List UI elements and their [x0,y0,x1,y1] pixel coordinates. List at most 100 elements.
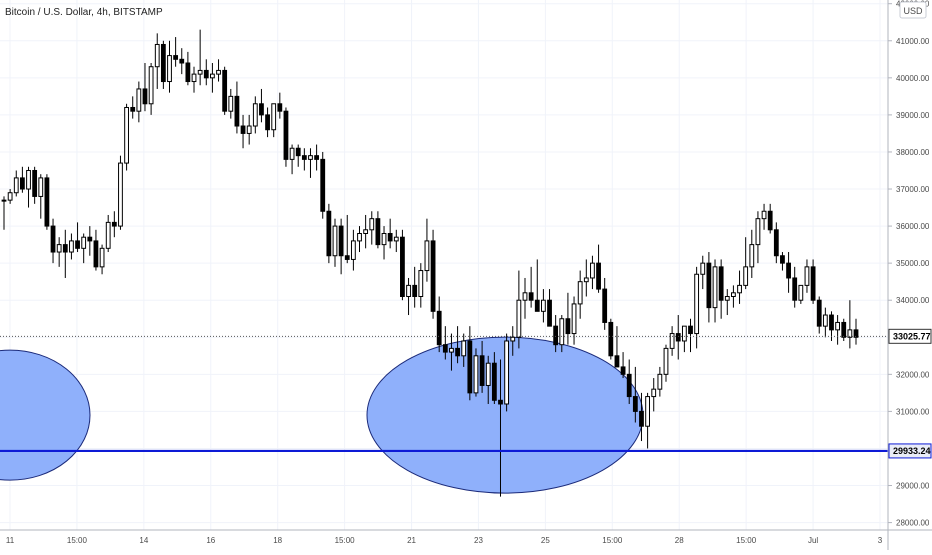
candle [393,229,399,253]
candle-body-up [571,303,577,335]
candle [651,378,657,412]
candle [38,174,44,219]
currency-badge[interactable]: USD [899,1,927,19]
candle-body-down [412,284,418,298]
candle [602,277,608,330]
candle-body-up [669,333,675,349]
candle-body-down [259,103,264,116]
candle-body-up [522,292,528,301]
candle [577,270,583,319]
candle [749,229,755,278]
candle-body-up [105,221,111,249]
candle-body-up [246,125,252,134]
candle [467,326,473,401]
candle-body-down [203,69,209,79]
time-tick-label: 3 [878,536,883,545]
candle [387,218,393,249]
candle [295,144,301,167]
candle-body-down [44,177,50,227]
candle [130,96,136,119]
candle [136,81,142,123]
candle [222,66,228,115]
candle-body-up [657,373,663,390]
candle-body-down [853,329,859,338]
candle-body-down [792,277,798,301]
candle-body-up [381,232,387,246]
candle [1,196,7,230]
candle-body-down [87,236,93,242]
time-tick-label: 15:00 [67,536,88,545]
candle [559,315,565,353]
price-tick-label: 41000.00 [896,37,930,46]
price-tick-label: 31000.00 [896,407,930,416]
candle-body-up [350,240,356,260]
price-tick-label: 37000.00 [896,185,930,194]
candle-body-up [1,199,7,202]
candle [99,244,105,275]
candle-body-down [816,299,822,327]
candle-body-down [19,177,25,190]
candle-body-up [798,284,804,301]
candle [718,259,724,319]
candle [675,315,681,360]
candle [326,203,332,264]
candle-body-up [737,284,742,294]
candle [87,226,93,256]
candle [111,211,117,238]
candle-body-up [216,69,221,75]
candle-body-down [50,225,56,253]
candle [835,315,841,345]
candle-body-up [13,177,19,194]
time-tick-label: 15:00 [736,536,757,545]
ellipse-drawing-left[interactable] [0,349,91,481]
candle [510,326,516,356]
candle [436,296,442,353]
candle [755,211,761,264]
candle [271,103,277,138]
candle-body-up [449,347,454,353]
candle-body-up [228,95,234,112]
candle [540,289,546,323]
candle-body-up [406,284,411,298]
candle-body-down [528,292,534,301]
price-axis[interactable]: 42000.0041000.0040000.0039000.0038000.00… [887,0,930,550]
candle-body-up [651,388,657,398]
candle [498,359,503,497]
candle-body-up [210,73,215,79]
time-tick-label: 15:00 [602,536,623,545]
candle-body-up [56,244,62,253]
candle [528,266,534,308]
candle [449,333,454,371]
candle-body-up [504,340,510,405]
candle [442,326,448,360]
time-tick-label: 15:00 [335,536,356,545]
candle [700,255,706,290]
candle [81,233,87,264]
candle-body-up [26,169,31,190]
candle-body-up [393,236,399,242]
candle-body-up [577,281,583,305]
candle [608,318,614,360]
candle [210,63,215,93]
candle-body-up [424,240,430,272]
time-tick-label: 25 [541,536,550,545]
candle [308,148,313,178]
candle [810,259,816,304]
candle [479,340,485,393]
candle [522,277,528,319]
candle-body-down [773,229,779,257]
candle-body-up [99,247,105,268]
candle-body-down [829,314,834,331]
candle [632,366,638,423]
candle-body-down [75,240,80,249]
candle-body-up [485,362,491,386]
drawing-layer[interactable] [0,336,644,494]
candle [69,233,74,260]
candle-body-down [375,218,381,246]
time-axis[interactable]: 11 15:00 14 16 18 15:00 21 23 25 15:00 28 15:00 Jul 3 [0,529,932,545]
candle [7,189,13,204]
candle-body-down [608,321,614,357]
time-tick-label: 14 [139,536,148,545]
